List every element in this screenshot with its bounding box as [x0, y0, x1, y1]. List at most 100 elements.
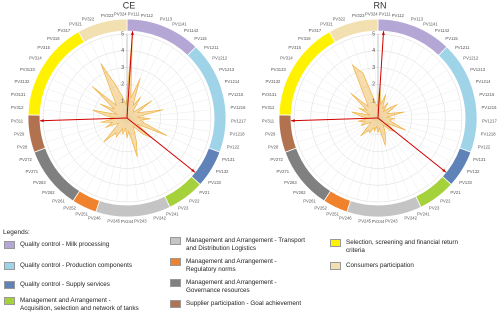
spoke-label: PV21	[450, 190, 461, 195]
spoke-label: PV112	[141, 13, 154, 18]
legend-swatch	[170, 258, 181, 266]
spoke-label: PV3131	[11, 92, 27, 97]
spoke-label: PV1212	[463, 56, 479, 61]
spoke-label: PV113	[160, 16, 173, 21]
spoke-label: PV263	[33, 180, 46, 185]
arrow-line	[126, 31, 134, 119]
spoke-label: PV251	[326, 212, 339, 217]
spoke-label: PV22	[440, 198, 451, 203]
spoke-label: PV1216	[231, 105, 247, 110]
radial-tick-label: 2	[372, 82, 375, 88]
spoke-label: PV1141	[423, 21, 438, 26]
legend-item: Quality control - Production components	[4, 262, 140, 270]
spoke-label: PV1214	[225, 79, 241, 84]
spoke	[319, 117, 379, 179]
arrow-head	[442, 168, 447, 173]
spoke-label: PV1218	[230, 132, 246, 137]
legend-item: Quality control - Milk processing	[4, 241, 140, 249]
arrow-head	[40, 119, 44, 123]
legend-item: Quality control - Supply services	[4, 281, 140, 289]
spoke-label: PV1142	[435, 28, 450, 33]
spoke-label: PV272	[19, 157, 32, 162]
spoke-label: PV262	[42, 190, 55, 195]
spoke-label: PV314	[29, 56, 42, 61]
arrow-line	[377, 31, 385, 119]
spoke	[315, 61, 379, 119]
spoke-label: PV243	[134, 218, 147, 223]
spoke	[377, 42, 415, 119]
legend-swatch	[170, 300, 181, 308]
legend-label: Consumers participation	[346, 262, 414, 269]
chart-title: CE	[123, 0, 136, 10]
legend-swatch	[330, 262, 341, 270]
spoke-label: PV3133	[271, 67, 287, 72]
ring-segment	[77, 18, 128, 43]
spoke	[377, 117, 400, 200]
spoke-label: PV132	[216, 169, 229, 174]
spoke-label: PV317	[58, 28, 71, 33]
spoke-label: PV1213	[470, 67, 486, 72]
arrow-line	[377, 117, 447, 173]
ring-segment	[186, 46, 227, 153]
legend-swatch	[170, 279, 181, 287]
spoke-label: PV3132	[265, 79, 281, 84]
spoke-label: PV311	[262, 118, 275, 123]
spoke	[377, 53, 433, 119]
spoke	[377, 47, 424, 119]
spoke	[377, 117, 462, 121]
spoke	[126, 117, 178, 186]
arrow-line	[291, 117, 379, 122]
radial-tick-label: 4	[372, 48, 375, 54]
spoke	[377, 69, 448, 119]
spoke	[367, 117, 379, 202]
spoke	[126, 109, 211, 119]
spoke	[301, 117, 379, 153]
spoke	[295, 117, 379, 132]
legend-swatch	[330, 239, 341, 247]
spoke-label: PV263	[284, 180, 297, 185]
spoke-label: PV323	[352, 13, 365, 18]
spoke	[68, 117, 128, 179]
spoke-label: PV1215	[479, 92, 495, 97]
spoke-label: PV241	[417, 212, 430, 217]
spoke-label: PV28	[268, 145, 279, 150]
spoke	[90, 42, 128, 119]
legend-label: Quality control - Supply services	[20, 281, 110, 288]
spoke	[377, 117, 437, 179]
spoke-label: PV261	[52, 198, 65, 203]
spoke-label: PV242	[153, 216, 166, 221]
spoke-label: PV252	[63, 206, 76, 211]
spoke-label: PV241	[166, 212, 179, 217]
spoke	[312, 117, 379, 171]
spoke-label: PV244	[121, 219, 134, 224]
spoke-label: PV244	[372, 219, 385, 224]
spoke	[126, 117, 208, 143]
spoke	[72, 53, 128, 119]
chart-title: RN	[374, 0, 387, 10]
spoke	[116, 117, 128, 202]
spoke	[95, 117, 128, 196]
radar-area	[91, 34, 168, 158]
spoke-label: PV271	[276, 169, 289, 174]
spoke-label: PV111	[128, 11, 141, 16]
spoke-label: PV311	[11, 118, 24, 123]
spoke	[361, 35, 379, 119]
spoke-label: PV1211	[204, 45, 219, 50]
spoke-label: PV323	[101, 13, 114, 18]
spoke	[105, 117, 128, 200]
radial-tick-label: 1	[121, 99, 124, 105]
legend-item: Management and Arrangement - Transport a…	[170, 237, 306, 253]
spoke-label: PV29	[265, 132, 276, 137]
legend-item: Consumers participation	[330, 262, 466, 270]
legend-label: Quality control - Production components	[20, 262, 133, 269]
spoke-label: PV1142	[184, 28, 199, 33]
ring-segment	[284, 147, 332, 202]
spoke	[351, 38, 379, 119]
arrow-head	[381, 31, 385, 35]
spoke	[341, 42, 379, 119]
spoke-label: PV272	[270, 157, 283, 162]
spoke	[336, 117, 379, 192]
spoke-label: PV312	[11, 105, 24, 110]
